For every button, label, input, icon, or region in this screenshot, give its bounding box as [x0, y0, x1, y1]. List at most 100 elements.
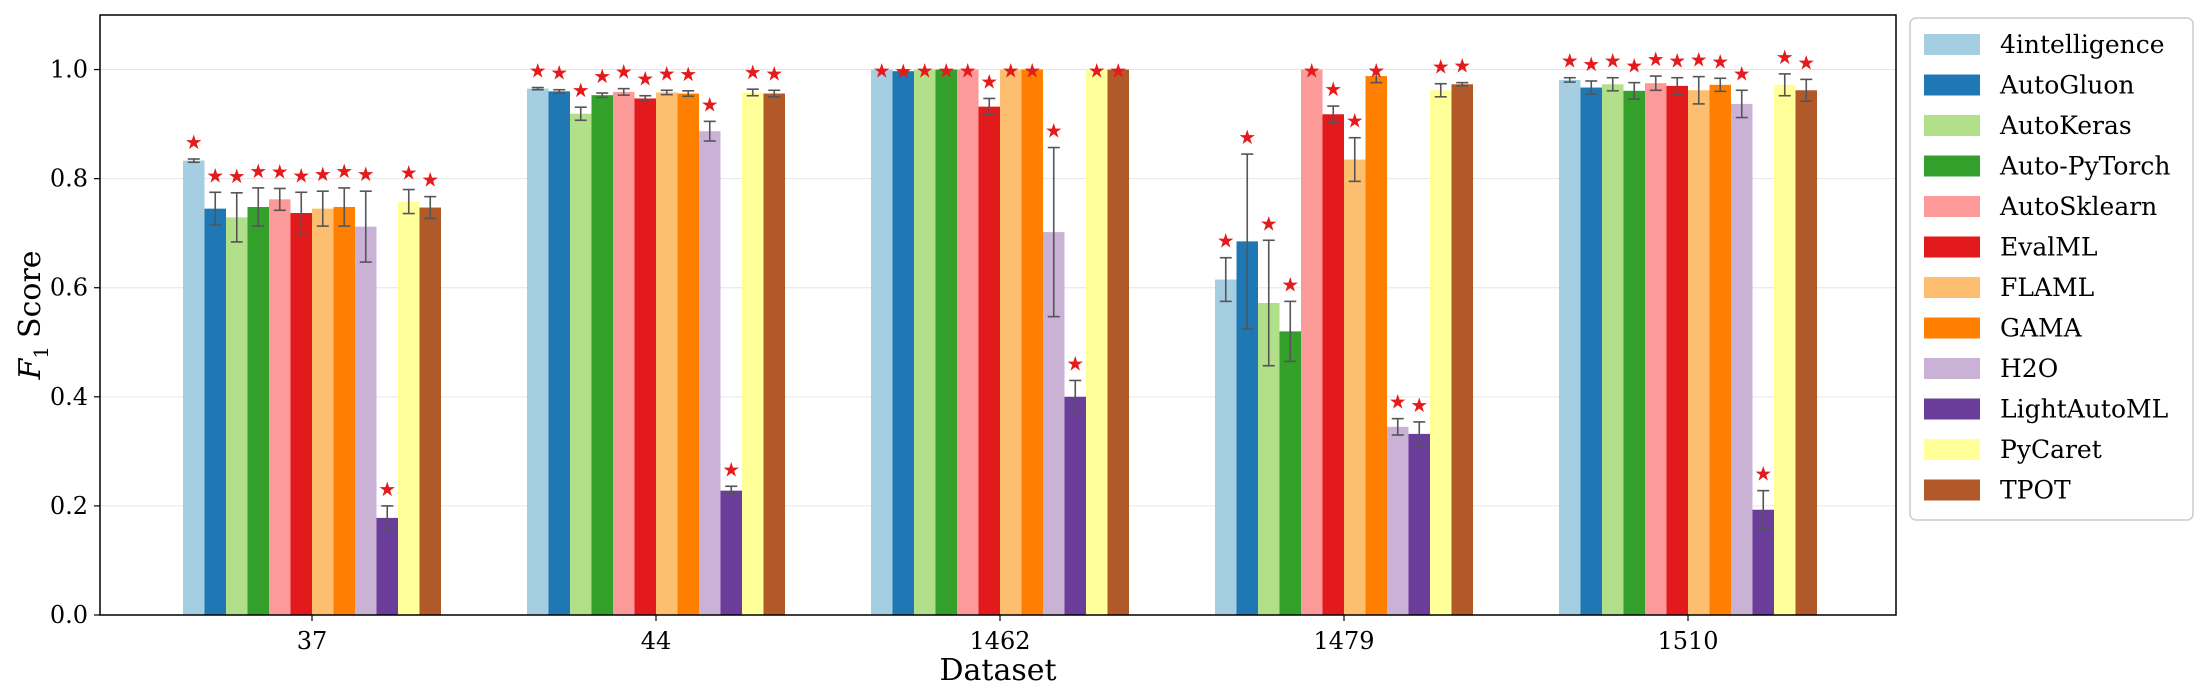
bar-autokeras-37 [226, 217, 248, 615]
significance-star: ★ [701, 92, 719, 116]
legend-swatch [1924, 398, 1980, 420]
significance-star: ★ [1066, 351, 1084, 375]
bar-autosklearn-44 [613, 91, 635, 616]
bar-autogluon-37 [204, 208, 226, 616]
plot-frame [99, 14, 1897, 616]
legend-entry: GAMA [2000, 314, 2083, 343]
significance-star: ★ [1690, 48, 1708, 72]
bar-autogluon-44 [548, 91, 570, 615]
significance-star: ★ [1303, 59, 1321, 83]
legend-entry: Auto-PyTorch [1999, 152, 2170, 181]
significance-star: ★ [615, 60, 633, 84]
bar-lightautoml-44 [720, 490, 742, 615]
bar-auto-pytorch-1510 [1623, 90, 1645, 616]
legend: 4intelligence AutoGluon AutoKeras Auto-PyTo… [1909, 17, 2194, 521]
significance-star: ★ [228, 164, 246, 188]
bar-4intelligence-1479 [1215, 279, 1237, 615]
significance-star: ★ [1733, 61, 1751, 85]
bar-autogluon-1510 [1580, 87, 1602, 615]
bar-4intelligence-1510 [1559, 79, 1581, 616]
legend-entry: 4intelligence [2000, 30, 2165, 59]
legend-entry: AutoKeras [1999, 111, 2132, 140]
y-tick-label: 0.0 [50, 601, 88, 629]
bar-autokeras-1479 [1258, 303, 1280, 615]
bar-gama-1479 [1365, 76, 1387, 615]
legend-swatch [1924, 358, 1980, 379]
y-axis-label-rest: Score [13, 250, 48, 338]
significance-star: ★ [357, 162, 375, 186]
bar-evalml-44 [634, 98, 656, 616]
significance-star: ★ [593, 64, 611, 88]
bar-h2o-1510 [1731, 103, 1753, 615]
legend-swatch [1924, 277, 1980, 298]
significance-star: ★ [1260, 211, 1278, 235]
legend-entry: AutoGluon [1999, 71, 2134, 100]
x-tick-label: 37 [297, 627, 328, 655]
bar-tpot-1462 [1107, 69, 1129, 615]
significance-star: ★ [744, 60, 762, 84]
bar-evalml-1462 [978, 106, 1000, 616]
bar-tpot-37 [419, 207, 441, 615]
significance-star: ★ [1346, 109, 1364, 133]
significance-star: ★ [421, 168, 439, 192]
bar-flaml-44 [656, 92, 678, 616]
bar-pycaret-37 [398, 201, 420, 615]
bar-4intelligence-44 [527, 88, 549, 616]
bar-evalml-1510 [1666, 85, 1688, 616]
significance-star: ★ [1668, 49, 1686, 73]
bar-autokeras-44 [570, 113, 592, 616]
significance-star: ★ [335, 159, 353, 183]
significance-star: ★ [550, 61, 568, 85]
significance-star: ★ [894, 59, 912, 83]
x-axis: 37 44 1462 1479 1510 [297, 615, 1719, 655]
error-bars-layer [187, 68, 1813, 531]
significance-star: ★ [572, 78, 590, 102]
significance-star: ★ [1410, 393, 1428, 417]
significance-star: ★ [185, 130, 203, 154]
bar-flaml-1462 [1000, 69, 1022, 615]
significance-star: ★ [1002, 59, 1020, 83]
bar-auto-pytorch-1462 [935, 69, 957, 615]
x-axis-label: Dataset [939, 653, 1056, 688]
significance-star: ★ [400, 161, 418, 185]
bar-gama-44 [677, 93, 699, 615]
significance-star: ★ [292, 163, 310, 187]
legend-swatch [1924, 479, 1980, 501]
bar-4intelligence-37 [183, 160, 205, 616]
bar-auto-pytorch-44 [591, 95, 613, 615]
significance-star: ★ [1453, 54, 1471, 78]
legend-swatch [1924, 196, 1980, 217]
significance-star: ★ [636, 67, 654, 91]
bar-flaml-1510 [1688, 90, 1710, 616]
significance-star: ★ [1776, 45, 1794, 69]
bar-auto-pytorch-37 [247, 207, 269, 615]
bar-pycaret-1510 [1774, 84, 1796, 616]
bar-evalml-1479 [1322, 114, 1344, 615]
significance-star: ★ [378, 477, 396, 501]
legend-swatch [1924, 34, 1980, 55]
bar-4intelligence-1462 [871, 69, 893, 615]
legend-swatch [1924, 115, 1980, 136]
bar-lightautoml-1510 [1752, 509, 1774, 615]
y-tick-label: 0.4 [50, 383, 88, 411]
bar-lightautoml-1479 [1408, 433, 1430, 615]
bar-h2o-1479 [1387, 426, 1409, 615]
bar-tpot-1479 [1451, 84, 1473, 616]
significance-star: ★ [1088, 59, 1106, 83]
significance-star: ★ [1625, 54, 1643, 78]
significance-star: ★ [722, 457, 740, 481]
significance-star: ★ [1561, 49, 1579, 73]
legend-entry: FLAML [2000, 273, 2094, 302]
y-axis-label-f: F [13, 358, 48, 381]
legend-frame [1909, 17, 2194, 521]
bars-layer [183, 69, 1817, 616]
bar-autosklearn-1479 [1301, 69, 1323, 615]
significance-star: ★ [980, 69, 998, 93]
bar-autosklearn-37 [269, 199, 291, 615]
significance-star: ★ [1324, 77, 1342, 101]
significance-star: ★ [314, 162, 332, 186]
bar-gama-1510 [1709, 84, 1731, 616]
bar-lightautoml-37 [376, 517, 398, 615]
bar-tpot-1510 [1795, 90, 1817, 616]
